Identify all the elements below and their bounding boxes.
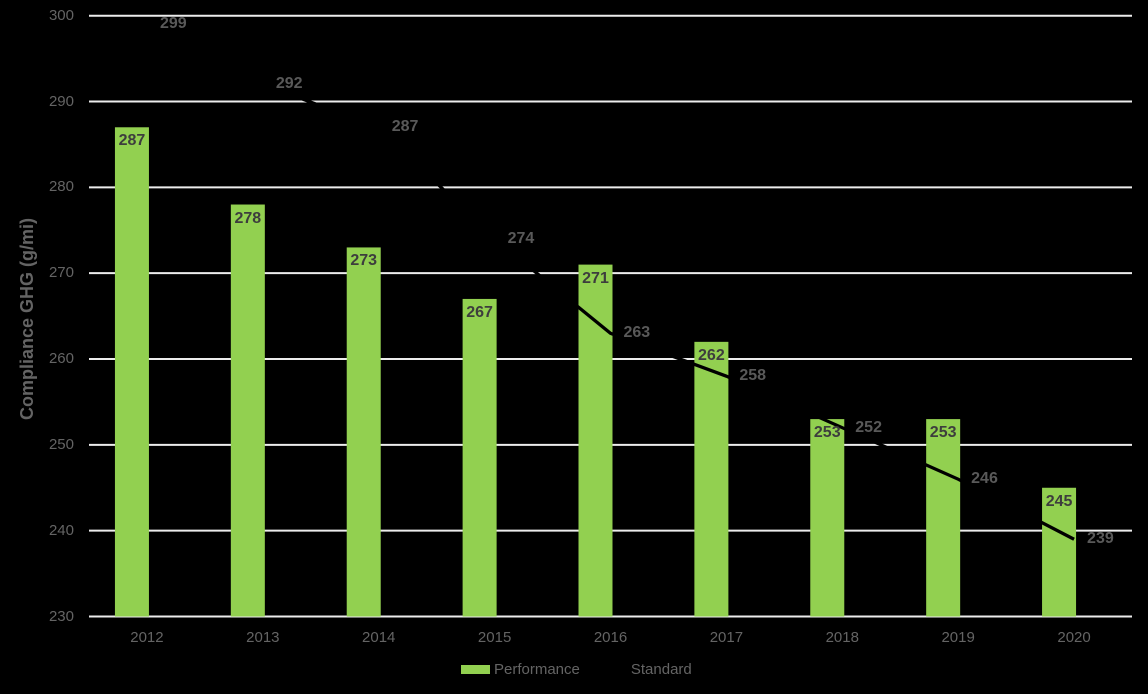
y-axis-title: Compliance GHG (g/mi) bbox=[17, 217, 37, 421]
performance-bar-2018 bbox=[810, 419, 845, 617]
performance-bar-2016 bbox=[578, 264, 613, 617]
performance-bar-2017 bbox=[694, 341, 729, 617]
performance-legend-label: Performance bbox=[494, 660, 580, 678]
performance-bar-2020 bbox=[1042, 487, 1077, 617]
performance-bar-2013 bbox=[230, 204, 265, 617]
standard-line bbox=[146, 22, 1075, 541]
performance-bar-2015 bbox=[462, 298, 497, 617]
performance-legend-swatch bbox=[461, 664, 490, 674]
performance-bar-2019 bbox=[926, 419, 961, 617]
standard-legend-label: Standard bbox=[630, 660, 692, 678]
performance-bar-2012 bbox=[114, 127, 149, 617]
performance-bar-2014 bbox=[346, 247, 381, 617]
legend: Performance Standard bbox=[461, 660, 692, 678]
standard-legend-swatch bbox=[593, 667, 623, 671]
